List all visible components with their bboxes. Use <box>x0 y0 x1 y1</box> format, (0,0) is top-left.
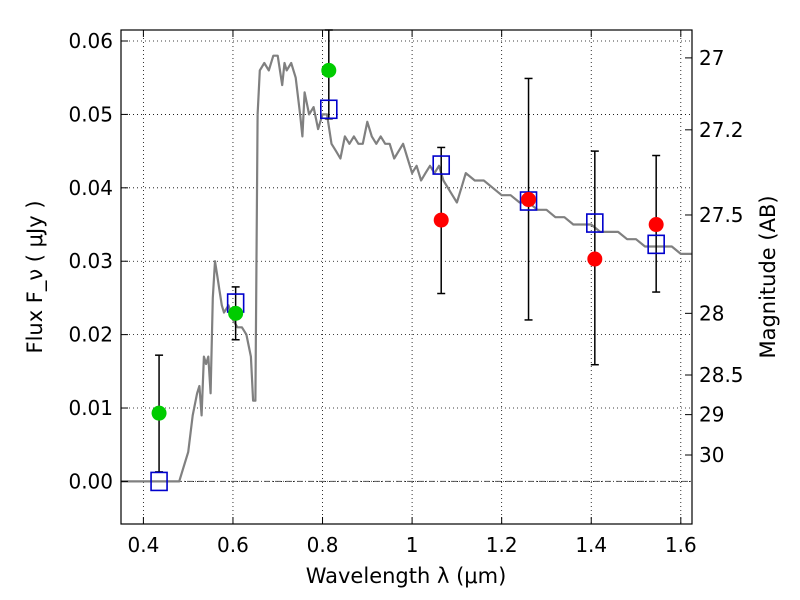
y-tick-label: 0.06 <box>68 29 113 53</box>
plot-frame <box>120 29 693 525</box>
y-tick-label: 0.01 <box>68 396 113 420</box>
model-photometry-square <box>319 99 338 120</box>
red-data-point <box>521 192 537 208</box>
model-photometry-square <box>150 471 168 492</box>
x-tick-label: 1.4 <box>575 533 607 557</box>
y-tick-label: 0.03 <box>68 249 113 273</box>
right-y-tick-label: 27.5 <box>699 203 744 227</box>
x-tick-label: 1 <box>406 533 419 557</box>
red-data-point <box>587 251 603 267</box>
y-tick-label: 0.00 <box>68 469 113 493</box>
x-tick-label: 1.2 <box>486 533 518 557</box>
red-data-point <box>433 212 449 228</box>
red-data-point <box>648 217 664 233</box>
y-tick-label: 0.04 <box>68 176 113 200</box>
x-tick-label: 0.6 <box>217 533 249 557</box>
right-y-tick-label: 29 <box>699 403 724 427</box>
grid <box>121 30 692 524</box>
axis-ticks: 0.4 0.6 0.8 1 1.2 1.4 1.6 0.00 0.01 0.02 0.03 0.04 0… <box>68 29 743 557</box>
right-y-tick-label: 27.2 <box>699 118 744 142</box>
model-photometry-square <box>647 234 665 255</box>
model-photometry-square <box>432 155 451 175</box>
right-y-tick-label: 27 <box>699 46 724 70</box>
y-tick-label: 0.05 <box>68 102 113 126</box>
x-tick-label: 1.6 <box>665 533 697 557</box>
x-axis-label: Wavelength λ (μm) <box>306 564 507 588</box>
right-y-tick-label: 30 <box>699 443 724 467</box>
green-data-point <box>321 62 337 78</box>
green-data-point <box>228 305 244 321</box>
model-photometry-square <box>519 191 538 211</box>
green-data-point <box>151 405 167 421</box>
x-tick-label: 0.4 <box>127 533 159 557</box>
model-photometry-square <box>586 213 604 233</box>
y-axis-label: Flux F_ν ( μJy ) <box>23 200 48 353</box>
right-y-axis-label: Magnitude (AB) <box>756 195 780 358</box>
x-tick-label: 0.8 <box>307 533 339 557</box>
y-tick-label: 0.02 <box>68 323 113 347</box>
data-points <box>150 62 665 492</box>
spectrum-line <box>121 54 692 483</box>
model-spectrum <box>121 54 692 483</box>
right-y-tick-label: 28 <box>699 301 724 325</box>
right-y-tick-label: 28.5 <box>699 363 744 387</box>
error-bars <box>155 29 661 473</box>
